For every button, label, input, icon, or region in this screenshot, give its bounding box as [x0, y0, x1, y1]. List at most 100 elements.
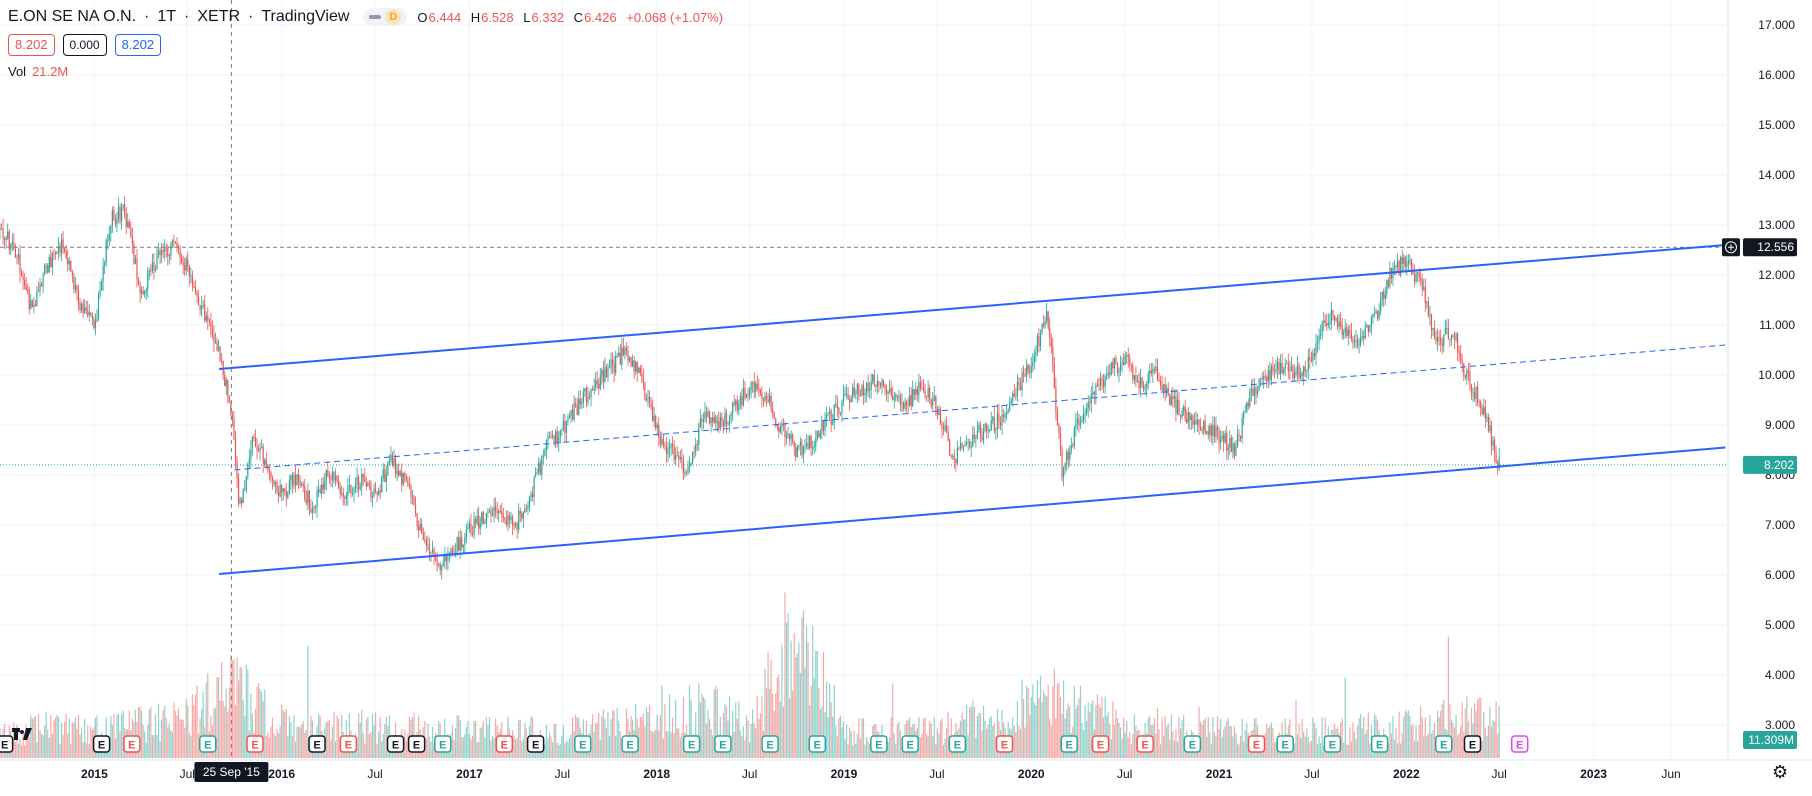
volume-bar: [659, 715, 661, 758]
earnings-marker-icon[interactable]: E: [901, 735, 919, 753]
ask-price-box[interactable]: 8.202: [114, 34, 162, 56]
earnings-marker-icon[interactable]: E: [761, 735, 779, 753]
candle-body: [171, 240, 173, 244]
earnings-marker-icon[interactable]: E: [1323, 735, 1342, 753]
candle-body: [1192, 415, 1194, 425]
earnings-marker-icon[interactable]: E: [1276, 735, 1294, 753]
candle-body: [916, 388, 918, 395]
earnings-marker-icon[interactable]: E: [495, 735, 514, 753]
candle-body: [816, 430, 818, 439]
volume-legend[interactable]: Vol 21.2M: [8, 64, 68, 79]
earnings-marker-icon[interactable]: E: [714, 735, 732, 753]
symbol-name[interactable]: E.ON SE NA O.N.: [8, 8, 137, 25]
earnings-marker-icon[interactable]: E: [92, 735, 111, 753]
volume-bar: [193, 704, 195, 758]
volume-bar: [1440, 710, 1442, 758]
candle-body: [1355, 339, 1357, 342]
earnings-marker-icon[interactable]: E: [123, 735, 141, 753]
earnings-marker-icon[interactable]: E: [386, 735, 405, 753]
volume-bar: [972, 700, 974, 758]
volume-bar: [984, 720, 986, 758]
reference-lines: [0, 246, 1728, 466]
earnings-marker-icon[interactable]: E: [407, 735, 426, 753]
earnings-marker-icon[interactable]: E: [526, 735, 545, 753]
volume-bar: [981, 731, 983, 758]
earnings-marker-icon[interactable]: E: [1370, 735, 1389, 753]
candle-body: [1287, 363, 1289, 371]
candle-body: [442, 562, 444, 567]
candle-body: [36, 291, 38, 307]
volume-bar: [1232, 736, 1234, 758]
candle-body: [668, 447, 671, 449]
candle-body: [219, 346, 221, 361]
volume-bar: [1204, 718, 1206, 758]
candle-body: [730, 412, 732, 417]
candle-body: [887, 391, 889, 394]
earnings-marker-icon[interactable]: E: [1091, 735, 1110, 753]
candle-body: [895, 394, 897, 399]
candle-body: [867, 382, 869, 391]
tradingview-logo-icon[interactable]: [10, 726, 36, 744]
candle-body: [211, 329, 214, 335]
earnings-marker-icon[interactable]: E: [995, 735, 1014, 753]
candle-body: [982, 430, 985, 440]
candle-body: [179, 248, 181, 258]
volume-bar: [90, 726, 92, 758]
candle-body: [181, 257, 183, 263]
volume-bar: [87, 725, 89, 758]
candle-body: [598, 383, 600, 389]
bid-price-box[interactable]: 8.202: [8, 34, 55, 56]
earnings-marker-icon[interactable]: E: [1247, 735, 1266, 753]
earnings-marker-icon[interactable]: E: [682, 735, 701, 753]
earnings-marker-icon[interactable]: E: [574, 735, 592, 753]
earnings-marker-icon[interactable]: E: [1136, 735, 1154, 753]
candle-body: [84, 307, 86, 314]
interval-label[interactable]: 1T: [157, 8, 177, 25]
volume-bar: [1452, 722, 1454, 758]
chart-grid: [0, 0, 1812, 761]
volume-bar: [1203, 720, 1205, 758]
earnings-marker-icon[interactable]: E: [1060, 735, 1078, 753]
candle-body: [156, 254, 158, 270]
earnings-marker-icon[interactable]: E: [0, 735, 14, 753]
candle-body: [616, 355, 618, 357]
volume-bar: [681, 733, 683, 758]
earnings-marker-icon[interactable]: E: [246, 735, 264, 753]
candle-body: [1018, 381, 1020, 385]
candle-body: [1404, 257, 1406, 267]
candle-body: [753, 382, 755, 392]
earnings-marker-icon[interactable]: E: [339, 735, 358, 753]
volume-bar: [1095, 704, 1097, 758]
candle-body: [802, 446, 805, 456]
gear-icon[interactable]: ⚙: [1772, 762, 1789, 782]
earnings-marker-icon[interactable]: E: [1435, 735, 1453, 753]
earnings-marker-icon[interactable]: E: [199, 735, 217, 753]
volume-bar: [1156, 707, 1159, 758]
candle-body: [217, 346, 220, 351]
visibility-toggle[interactable]: D: [363, 8, 408, 26]
candle-body: [1203, 420, 1205, 431]
volume-bar: [190, 735, 192, 758]
candle-body: [625, 347, 628, 352]
volume-bar: [60, 722, 63, 758]
candle-body: [74, 285, 77, 290]
earnings-marker-icon[interactable]: E: [1463, 735, 1482, 753]
earnings-marker-icon[interactable]: E: [434, 735, 452, 753]
volume-bar: [946, 728, 948, 758]
candle-body: [488, 510, 491, 512]
earnings-marker-icon[interactable]: E: [948, 735, 967, 753]
earnings-marker-icon[interactable]: E: [308, 735, 326, 753]
candle-body: [571, 409, 574, 420]
earnings-marker-icon[interactable]: E: [1510, 735, 1529, 753]
earnings-marker-icon[interactable]: E: [1183, 735, 1202, 753]
volume-bar: [456, 715, 458, 758]
volume-bar: [1460, 726, 1462, 758]
earnings-marker-icon[interactable]: E: [808, 735, 827, 753]
earnings-marker-icon[interactable]: E: [870, 735, 888, 753]
candle-body: [385, 474, 387, 482]
volume-bar: [161, 719, 163, 758]
earnings-marker-icon[interactable]: E: [621, 735, 639, 753]
volume-bar: [1230, 726, 1232, 758]
volume-bar: [562, 725, 564, 758]
